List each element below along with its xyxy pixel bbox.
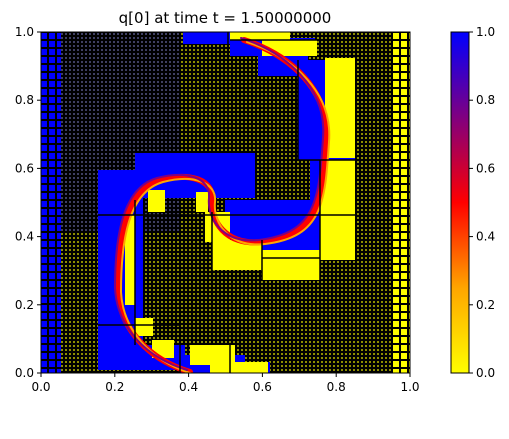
colorbar-tick-label: 0.6 bbox=[476, 161, 495, 175]
y-axis-ticks: 0.0 0.2 0.4 0.6 0.8 1.0 bbox=[15, 25, 41, 380]
x-axis-ticks: 0.0 0.2 0.4 0.6 0.8 1.0 bbox=[31, 373, 420, 394]
interface-arc bbox=[113, 37, 331, 373]
colorbar-tick-label: 1.0 bbox=[476, 25, 495, 39]
colorbar-tick-label: 0.8 bbox=[476, 93, 495, 107]
y-tick-label: 0.8 bbox=[15, 93, 34, 107]
x-tick-label: 0.4 bbox=[179, 380, 198, 394]
right-boundary-strip bbox=[392, 32, 410, 373]
y-tick-label: 0.4 bbox=[15, 230, 34, 244]
y-tick-label: 0.2 bbox=[15, 298, 34, 312]
y-tick-label: 0.6 bbox=[15, 161, 34, 175]
x-tick-label: 0.2 bbox=[105, 380, 124, 394]
colorbar-tick-label: 0.4 bbox=[476, 230, 495, 244]
colorbar bbox=[450, 31, 470, 374]
chart-title: q[0] at time t = 1.50000000 bbox=[119, 9, 332, 27]
x-tick-label: 0.0 bbox=[31, 380, 50, 394]
plot-frame bbox=[40, 31, 411, 374]
x-tick-label: 1.0 bbox=[400, 380, 419, 394]
y-tick-label: 0.0 bbox=[15, 366, 34, 380]
y-tick-label: 1.0 bbox=[15, 25, 34, 39]
colorbar-tick-label: 0.2 bbox=[476, 298, 495, 312]
x-tick-label: 0.6 bbox=[253, 380, 272, 394]
amr-patch-lines bbox=[98, 32, 355, 373]
left-boundary-strip bbox=[41, 32, 61, 373]
plot-area bbox=[41, 32, 410, 373]
swirl-yellow bbox=[125, 32, 355, 373]
colorbar-tick-label: 0.0 bbox=[476, 366, 495, 380]
x-tick-label: 0.8 bbox=[327, 380, 346, 394]
colorbar-ticks: 0.0 0.2 0.4 0.6 0.8 1.0 bbox=[469, 25, 495, 380]
